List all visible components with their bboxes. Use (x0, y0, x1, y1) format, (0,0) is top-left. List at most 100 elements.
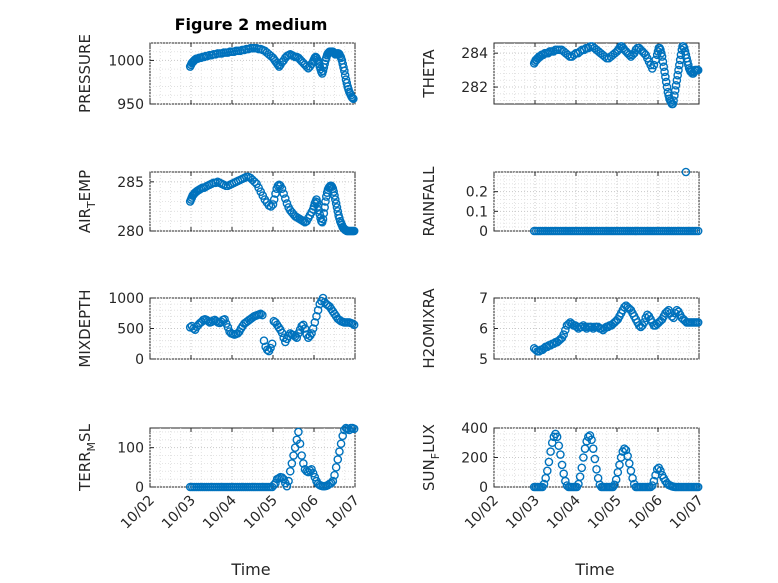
data-point (299, 459, 308, 468)
y-tick-label: 1000 (108, 291, 144, 307)
data-point (280, 194, 290, 203)
data-point (338, 431, 348, 441)
data-point (321, 197, 330, 206)
y-tick-label: 0.2 (466, 185, 488, 201)
data-point (328, 476, 338, 486)
data-point (670, 91, 679, 100)
data-point (297, 451, 307, 460)
data-point (279, 474, 288, 484)
data-point (544, 457, 554, 467)
series-pressure (185, 43, 358, 104)
data-point (295, 439, 305, 449)
data-point (656, 466, 665, 476)
panel-sun-flux: 0 200 400 10/02 10/03 10/04 10/05 10/06 10/07 SUN… (420, 421, 707, 532)
data-point (271, 189, 280, 198)
data-point (329, 187, 338, 196)
data-point (584, 43, 593, 53)
data-point (661, 72, 670, 82)
data-point (559, 330, 569, 339)
data-point (610, 480, 619, 490)
data-point (258, 310, 267, 320)
data-point (331, 195, 340, 204)
x-axis-label-right: Time (574, 560, 614, 579)
panel-air-temp: 280 285 AIRTEMP (76, 170, 359, 240)
y-tick-label: 0 (135, 480, 144, 496)
data-point (585, 431, 595, 440)
series-rainfall (529, 167, 703, 236)
data-point (282, 199, 292, 208)
data-point (330, 470, 339, 480)
y-tick-label: 284 (461, 46, 488, 62)
data-point (319, 208, 329, 218)
data-point (274, 474, 284, 483)
x-tick-label: 10/07 (323, 493, 363, 533)
data-point (693, 65, 703, 75)
data-point (674, 65, 683, 75)
data-point (294, 427, 303, 437)
y-tick-label: 500 (117, 322, 144, 338)
data-point (563, 50, 573, 60)
data-point (659, 62, 669, 72)
data-point (661, 77, 671, 87)
series-sun-flux (529, 429, 703, 492)
data-point (672, 75, 682, 85)
data-point (277, 184, 287, 194)
series-mixdepth (185, 293, 359, 356)
data-point (349, 320, 359, 330)
data-point (269, 195, 279, 204)
data-point (259, 336, 269, 346)
y-axis-label-mixdepth: MIXDEPTH (76, 289, 94, 367)
data-point (312, 198, 322, 207)
panel-rainfall: 0 0.1 0.2 RAINFALL (420, 166, 703, 240)
data-point (587, 435, 596, 445)
panel-terr-msl: 0 100 10/02 10/03 10/04 10/05 10/06 10/07 TERRMS… (76, 423, 363, 532)
data-point (313, 305, 323, 315)
axes-terr-msl (149, 427, 356, 488)
data-point (340, 70, 350, 80)
data-point (621, 445, 631, 455)
data-point (546, 447, 555, 456)
data-point (300, 324, 310, 333)
data-point (670, 86, 680, 95)
data-point (331, 463, 341, 472)
y-tick-label: 100 (117, 441, 144, 457)
y-axis-label-theta: THETA (420, 49, 438, 99)
y-tick-label: 5 (479, 352, 488, 368)
data-point (266, 202, 276, 211)
data-point (647, 481, 657, 490)
data-point (693, 226, 703, 236)
y-tick-label: 280 (117, 224, 144, 240)
data-point (282, 481, 292, 491)
data-point (292, 333, 302, 342)
x-tick-label: 10/05 (585, 493, 625, 533)
data-point (592, 464, 601, 474)
data-point (333, 455, 343, 464)
data-point (285, 466, 295, 476)
data-point (289, 451, 298, 460)
data-point (349, 94, 358, 104)
x-tick-label: 10/05 (241, 493, 281, 533)
data-point (658, 57, 668, 66)
y-tick-label: 950 (117, 97, 144, 113)
data-point (552, 432, 562, 442)
data-point (649, 476, 659, 486)
data-point (320, 203, 329, 212)
y-tick-label: 285 (117, 175, 144, 191)
y-tick-label: 0 (479, 480, 488, 496)
panel-mixdepth: 0 500 1000 MIXDEPTH (76, 289, 359, 368)
data-point (673, 70, 682, 80)
data-point (330, 191, 339, 200)
data-point (268, 200, 278, 209)
x-tick-label: 10/04 (544, 492, 584, 532)
data-point (310, 472, 320, 482)
y-axis-label-air-temp: AIRTEMP (76, 170, 98, 233)
y-axis-label-h2omixra: H2OMIXRA (420, 288, 438, 369)
data-point (342, 78, 352, 88)
y-tick-label: 0.1 (466, 204, 488, 220)
data-point (620, 444, 629, 453)
data-point (681, 167, 691, 177)
data-point (308, 324, 318, 333)
data-point (279, 189, 288, 198)
series-terr-msl (185, 423, 359, 492)
